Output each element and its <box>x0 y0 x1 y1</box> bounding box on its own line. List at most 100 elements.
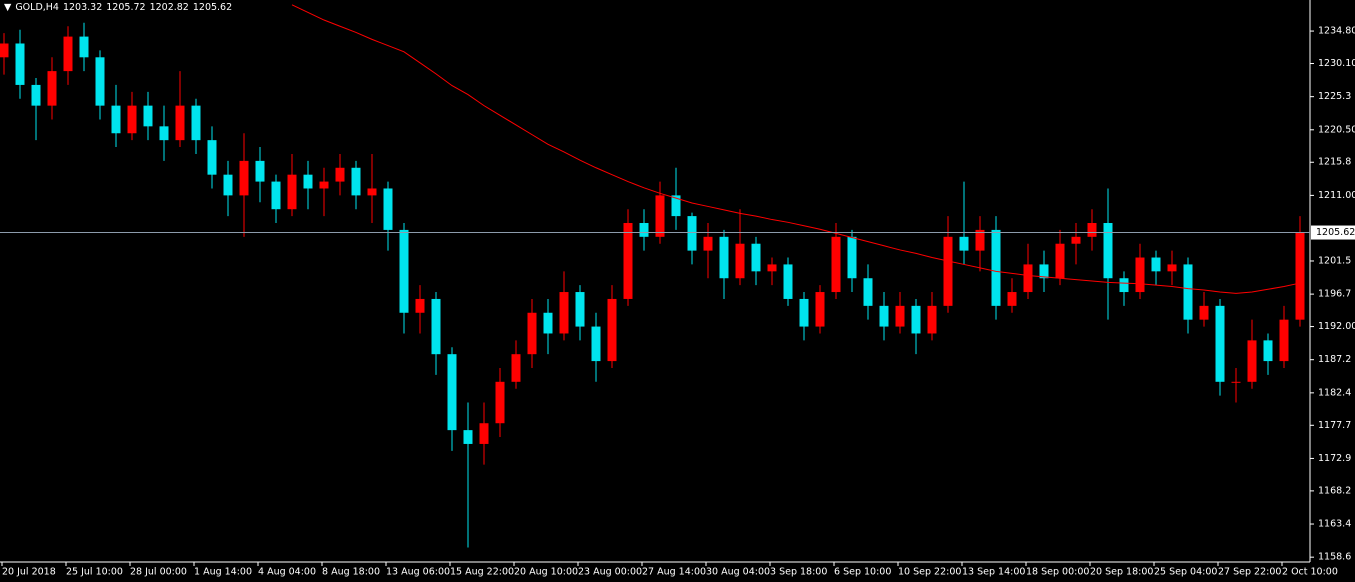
candle-body <box>47 71 57 106</box>
candle-body <box>463 430 473 444</box>
x-tick-label: 28 Jul 00:00 <box>130 567 187 578</box>
candle-body <box>1167 264 1177 272</box>
candle-body <box>143 105 153 127</box>
high: 1205.72 <box>106 2 146 13</box>
candle-body <box>895 305 905 327</box>
candle-body <box>991 229 1001 306</box>
candle-body <box>623 223 633 299</box>
candle-body <box>783 264 793 299</box>
price-label-box <box>1311 225 1355 240</box>
candle-body <box>159 126 169 141</box>
y-tick-label: 1230.10 <box>1318 58 1355 69</box>
y-tick-label: 1234.80 <box>1318 26 1355 37</box>
y-tick-label: 1187.2 <box>1318 354 1351 365</box>
x-tick-label: 13 Aug 06:00 <box>386 567 450 578</box>
x-tick-label: 1 Aug 14:00 <box>194 567 252 578</box>
y-tick-label: 1215.8 <box>1318 157 1351 168</box>
y-tick-label: 1177.7 <box>1318 420 1351 431</box>
x-tick-label: 30 Aug 04:00 <box>706 567 770 578</box>
candle-body <box>127 105 137 134</box>
candle-body <box>719 236 729 279</box>
candle-body <box>351 167 361 196</box>
candle-body <box>943 236 953 306</box>
candle-body <box>959 236 969 251</box>
candle-body <box>1023 264 1033 293</box>
candle-body <box>495 381 505 424</box>
x-tick-label: 4 Aug 04:00 <box>258 567 316 578</box>
symbol: GOLD,H4 <box>15 2 59 13</box>
candle-body <box>1007 292 1017 306</box>
header: ▼ GOLD,H4 1203.32 1205.72 1202.82 1205.62 <box>4 2 236 13</box>
candle-body <box>799 298 809 327</box>
candle-body <box>527 312 537 355</box>
candle-body <box>31 84 41 106</box>
menu-arrow[interactable]: ▼ <box>4 2 12 13</box>
candle-body <box>335 167 345 182</box>
candle-body <box>751 243 761 272</box>
candle-body <box>0 43 9 58</box>
x-tick-label: 6 Sep 10:00 <box>834 567 891 578</box>
candle-body <box>271 181 281 210</box>
candle-body <box>1295 232 1305 320</box>
candle-body <box>815 292 825 327</box>
x-tick-label: 20 Jul 2018 <box>2 567 56 578</box>
candle-body <box>415 298 425 313</box>
candle-body <box>1087 223 1097 237</box>
moving-average <box>291 4 1301 294</box>
candle-body <box>735 243 745 279</box>
y-tick-label: 1225.3 <box>1318 91 1351 102</box>
y-tick-label: 1196.7 <box>1318 289 1351 300</box>
candle-body <box>591 326 601 362</box>
candle-body <box>207 140 217 175</box>
candle-body <box>63 36 73 72</box>
close: 1205.62 <box>192 2 233 13</box>
candle-body <box>831 236 841 293</box>
y-tick-label: 1211.00 <box>1318 190 1355 201</box>
y-tick-label: 1182.4 <box>1318 387 1351 398</box>
x-tick-label: 13 Sep 14:00 <box>962 567 1025 578</box>
candle-body <box>399 229 409 313</box>
x-tick-label: 18 Sep 00:00 <box>1026 567 1089 578</box>
candle-body <box>367 188 377 196</box>
candle-body <box>927 305 937 334</box>
x-tick-label: 3 Sep 18:00 <box>770 567 827 578</box>
y-tick-label: 1168.2 <box>1318 485 1351 496</box>
candle-body <box>255 160 265 182</box>
candle-body <box>79 36 89 58</box>
x-tick-label: 23 Aug 00:00 <box>578 567 642 578</box>
candle-body <box>1103 223 1113 279</box>
candle-body <box>671 195 681 217</box>
candle-body <box>223 174 233 196</box>
y-tick-label: 1220.50 <box>1318 124 1355 135</box>
candle-body <box>383 188 393 230</box>
y-tick-label: 1158.6 <box>1318 552 1351 563</box>
candle-body <box>863 278 873 306</box>
x-tick-label: 25 Sep 04:00 <box>1154 567 1217 578</box>
open: 1203.32 <box>62 2 103 13</box>
candle-body <box>1055 243 1065 279</box>
candle-body <box>479 423 489 444</box>
candle-body <box>1071 236 1081 244</box>
candle-body <box>687 216 697 251</box>
candle-body <box>191 105 201 141</box>
price-label: 1205.62 <box>1316 227 1355 238</box>
candle-body <box>975 229 985 251</box>
y-tick-label: 1163.4 <box>1318 519 1351 530</box>
candle-body <box>1151 257 1161 272</box>
candle-body <box>1183 264 1193 320</box>
candle-body <box>511 354 521 382</box>
candle-body <box>1263 340 1273 362</box>
candle-body <box>15 43 25 85</box>
x-tick-label: 20 Sep 18:00 <box>1090 567 1153 578</box>
candle-body <box>303 174 313 189</box>
candle-body <box>1215 305 1225 382</box>
candle-body <box>559 292 569 334</box>
candle-body <box>447 354 457 431</box>
candle-body <box>543 312 553 334</box>
y-tick-label: 1172.9 <box>1318 453 1351 464</box>
candle-body <box>911 305 921 334</box>
candle-body <box>1247 340 1257 382</box>
candle-body <box>111 105 121 134</box>
